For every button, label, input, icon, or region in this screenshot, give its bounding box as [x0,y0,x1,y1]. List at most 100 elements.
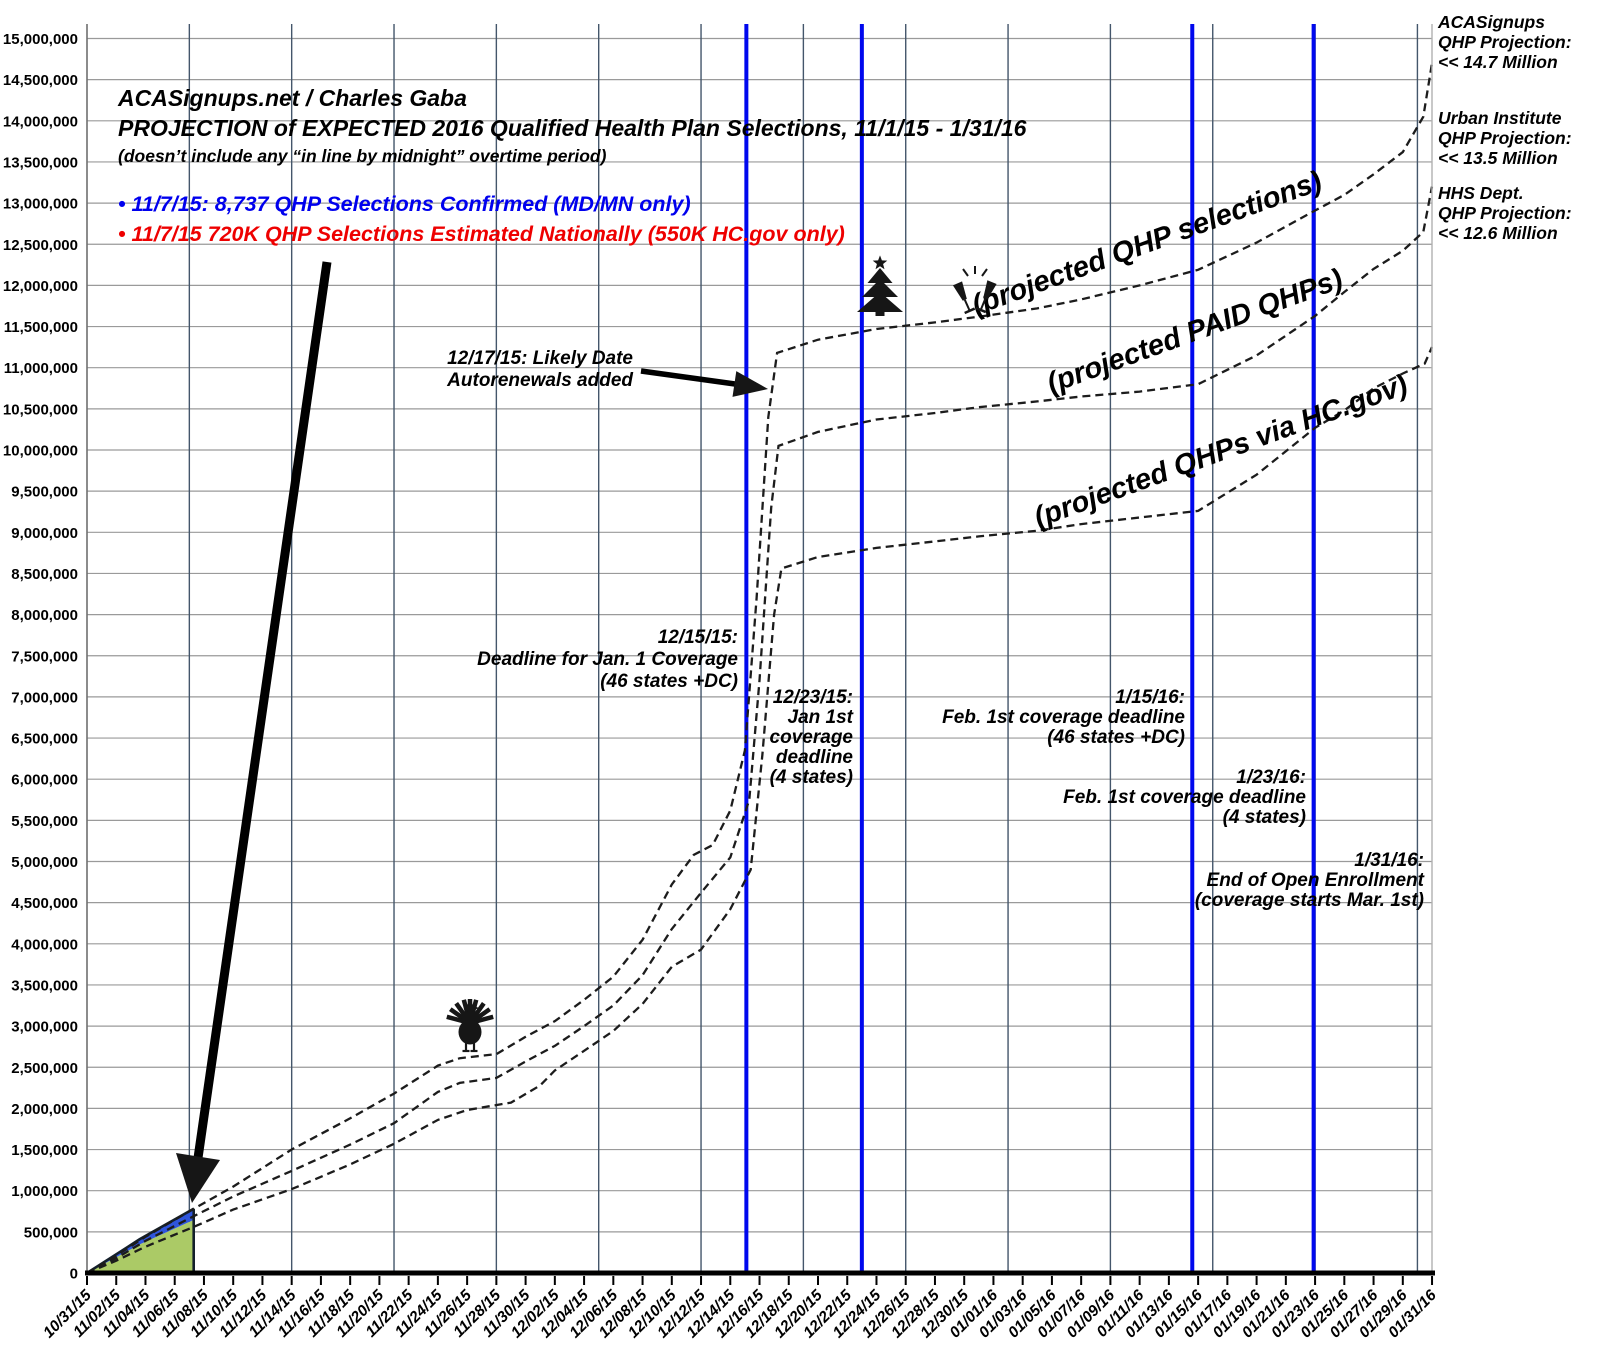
y-axis-labels: 0 500,000 1,000,000 1,500,000 2,000,000 2,500… [3,31,78,1283]
clink-sparkle [962,266,988,277]
urban-line3: << 13.5 Million [1438,148,1558,168]
chart-source-title: ACASignups.net / Charles Gaba [117,85,467,111]
glass-base [964,307,976,315]
jan15-line1: 1/15/16: [1115,687,1185,708]
tree-star [872,255,888,270]
y-axis-tick-label: 14,000,000 [3,113,78,130]
dec15-line1: 12/15/15: [658,627,738,648]
projection-label-acasignups: ACASignups QHP Projection: << 14.7 Milli… [1437,12,1572,72]
y-axis-tick-label: 9,500,000 [11,484,78,501]
champagne-toast-icon [952,266,997,315]
deadline-annotation-jan15: 1/15/16: Feb. 1st coverage deadline (46 … [942,687,1185,748]
chart-subtitle: (doesn’t include any “in line by midnigh… [118,146,607,166]
confirmed-callout: • 11/7/15: 8,737 QHP Selections Confirme… [118,192,691,216]
jan23-line2: Feb. 1st coverage deadline [1063,787,1306,808]
deadline-annotation-dec15: 12/15/15: Deadline for Jan. 1 Coverage (… [477,627,738,692]
chart-main-title: PROJECTION of EXPECTED 2016 Qualified He… [118,115,1027,141]
y-axis-tick-label: 15,000,000 [3,31,78,48]
glass-stem [963,299,971,311]
jan23-line3: (4 states) [1223,807,1306,828]
y-axis-tick-label: 8,000,000 [11,607,78,624]
jan31-line3: (coverage starts Mar. 1st) [1195,890,1424,911]
glass-bowl [983,280,997,300]
acasignups-line3: << 14.7 Million [1438,52,1558,72]
turkey-head [465,1003,475,1013]
y-axis-tick-label: 11,500,000 [4,319,78,336]
turkey-icon [446,999,494,1053]
y-axis-tick-label: 10,000,000 [3,443,78,460]
urban-line2: QHP Projection: [1438,128,1572,148]
tree-trunk [875,310,885,316]
y-axis-tick-label: 500,000 [24,1224,78,1241]
confirmed-triangle-arrow [176,261,332,1203]
projection-label-hhs: HHS Dept. QHP Projection: << 12.6 Millio… [1438,183,1572,243]
y-axis-tick-label: 12,000,000 [3,278,78,295]
glass-stem [980,298,987,310]
curve-selections [86,63,1434,1274]
estimated-callout: • 11/7/15 720K QHP Selections Estimated … [118,222,845,246]
glass-bowl [952,281,967,301]
projection-curves [86,63,1434,1275]
dec23-line2: Jan 1st [788,707,854,728]
x-axis-ticks-and-labels: 10/31/1511/02/1511/04/1511/06/1511/08/15… [40,1276,1440,1341]
jan23-line1: 1/23/16: [1236,767,1306,788]
y-axis-tick-label: 1,500,000 [11,1142,78,1159]
horizontal-gridlines [87,37,1432,1233]
jan31-line1: 1/31/16: [1354,850,1424,871]
y-axis-tick-label: 4,000,000 [11,936,78,953]
jan15-line2: Feb. 1st coverage deadline [942,707,1185,728]
tree-layer-middle [862,279,898,297]
y-axis-tick-label: 5,500,000 [11,813,78,830]
y-axis-tick-label: 4,500,000 [11,895,78,912]
dec23-line1: 12/23/15: [773,687,853,708]
deadline-annotation-jan31: 1/31/16: End of Open Enrollment (coverag… [1195,850,1425,911]
y-axis-tick-label: 3,500,000 [11,977,78,994]
turkey-body [458,1019,482,1045]
y-axis-tick-label: 14,500,000 [3,72,78,89]
christmas-tree-icon [857,255,903,316]
hhs-line1: HHS Dept. [1438,183,1524,203]
champagne-glass-right [975,280,997,314]
y-axis-tick-label: 2,500,000 [11,1060,78,1077]
confirmed-triangle-arrow-shaft [193,261,332,1159]
hhs-line2: QHP Projection: [1438,203,1572,223]
urban-line1: Urban Institute [1438,108,1562,128]
y-axis-tick-label: 8,500,000 [11,566,78,583]
y-axis-tick-label: 13,000,000 [3,196,78,213]
deadline-vertical-lines [744,24,1316,1271]
autorenewals-arrow-shaft [640,368,736,387]
glass-base [975,306,987,314]
turkey-legs [462,1043,478,1053]
y-axis-tick-label: 10,500,000 [3,401,78,418]
acasignups-line1: ACASignups [1437,12,1545,32]
dec15-line2: Deadline for Jan. 1 Coverage [477,649,738,670]
y-axis-tick-label: 3,000,000 [11,1019,78,1036]
y-axis-tick-label: 0 [70,1266,78,1283]
champagne-glass-left [952,281,976,315]
hhs-line3: << 12.6 Million [1438,223,1558,243]
autorenewals-arrow-head [732,371,768,397]
curve-hcgov [86,346,1434,1275]
y-axis-tick-label: 11,000,000 [4,360,78,377]
y-axis-tick-label: 7,500,000 [11,648,78,665]
tree-layer-top [867,268,893,283]
y-axis-tick-label: 5,000,000 [11,854,78,871]
y-axis-tick-label: 7,000,000 [11,689,78,706]
autorenewals-annotation-line2: Autorenewals added [446,370,633,391]
dec15-line3: (46 states +DC) [600,671,738,692]
dec23-line5: (4 states) [770,767,853,788]
y-axis-tick-label: 12,500,000 [3,237,78,254]
y-axis-tick-label: 13,500,000 [3,154,78,171]
curve-paid [86,186,1434,1275]
turkey-beak [474,1006,479,1010]
acasignups-line2: QHP Projection: [1438,32,1572,52]
jan31-line2: End of Open Enrollment [1207,870,1425,891]
confirmed-triangle-arrow-head [176,1153,220,1203]
y-axis-tick-label: 6,500,000 [11,731,78,748]
y-axis-tick-label: 1,000,000 [11,1183,78,1200]
dec23-line4: deadline [776,747,854,768]
y-axis-tick-label: 9,000,000 [11,525,78,542]
tree-layer-bottom [857,292,903,312]
